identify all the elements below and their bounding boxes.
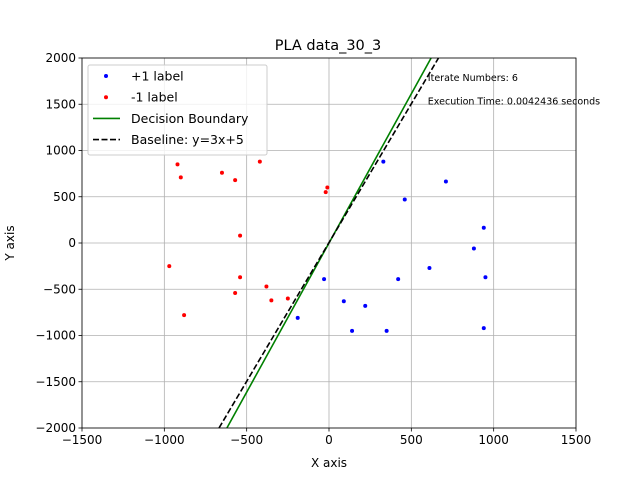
legend-label: +1 label <box>131 69 184 84</box>
series-line <box>218 58 440 428</box>
data-point <box>233 178 238 183</box>
legend-box <box>87 64 268 156</box>
y-tick-label: 1000 <box>45 144 76 158</box>
data-point <box>175 162 180 167</box>
data-point <box>325 185 330 190</box>
data-point <box>350 328 355 333</box>
legend-marker <box>104 74 108 78</box>
data-point <box>481 326 486 331</box>
grid <box>81 57 577 429</box>
data-point <box>167 264 172 269</box>
legend-marker <box>104 95 108 100</box>
x-tick-label: −1500 <box>62 433 103 447</box>
x-axis-label: X axis <box>311 456 347 470</box>
y-tick-label: 500 <box>53 190 76 204</box>
x-tick-label: −1000 <box>144 433 185 447</box>
data-point <box>269 298 274 303</box>
legend-label: Baseline: y=3x+5 <box>131 132 244 147</box>
data-point <box>363 303 368 308</box>
data-point <box>481 225 486 230</box>
data-point <box>427 265 432 270</box>
data-point <box>182 313 187 318</box>
data-point <box>322 277 327 282</box>
x-tick-label: 1000 <box>478 433 509 447</box>
y-tick-label: 1500 <box>45 97 76 111</box>
data-point <box>381 159 386 164</box>
data-point <box>238 233 243 238</box>
legend-label: Decision Boundary <box>131 111 249 126</box>
annotation-text: Iterate Numbers: 6 <box>428 73 518 84</box>
chart-title: PLA data_30_3 <box>275 38 382 54</box>
y-tick-label: −500 <box>43 282 76 296</box>
data-point <box>396 277 401 282</box>
annotation-text: Execution Time: 0.0042436 seconds <box>428 96 600 107</box>
x-tick-label: −500 <box>230 433 263 447</box>
data-point <box>295 315 300 320</box>
y-tick-label: −1000 <box>35 329 76 343</box>
legend: +1 label -1 label Decision Boundary Baselin… <box>87 64 268 156</box>
y-axis-label: Y axis <box>3 225 17 261</box>
legend-label: -1 label <box>131 90 178 105</box>
axis-ticks: −1500 −1000 −500 0 500 1000 1500−2000−1500−100… <box>35 51 591 447</box>
data-point <box>178 175 183 180</box>
data-point <box>443 179 448 184</box>
plot-area <box>167 58 488 428</box>
x-tick-label: 500 <box>400 433 423 447</box>
data-point <box>219 170 224 175</box>
data-point <box>323 190 328 195</box>
data-point <box>257 159 262 164</box>
data-point <box>402 197 407 202</box>
data-point <box>238 275 243 280</box>
data-point <box>483 275 488 280</box>
data-point <box>233 290 238 295</box>
annotations: Iterate Numbers: 6 Execution Time: 0.0042… <box>428 73 600 107</box>
y-tick-label: 0 <box>68 236 76 250</box>
x-tick-label: 0 <box>325 433 333 447</box>
x-tick-label: 1500 <box>561 433 592 447</box>
data-point <box>341 299 346 304</box>
data-point <box>471 246 476 251</box>
y-tick-label: −2000 <box>35 421 76 435</box>
data-point <box>264 284 269 289</box>
data-point <box>285 296 290 301</box>
y-tick-label: −1500 <box>35 375 76 389</box>
data-point <box>384 328 389 333</box>
y-tick-label: 2000 <box>45 51 76 65</box>
